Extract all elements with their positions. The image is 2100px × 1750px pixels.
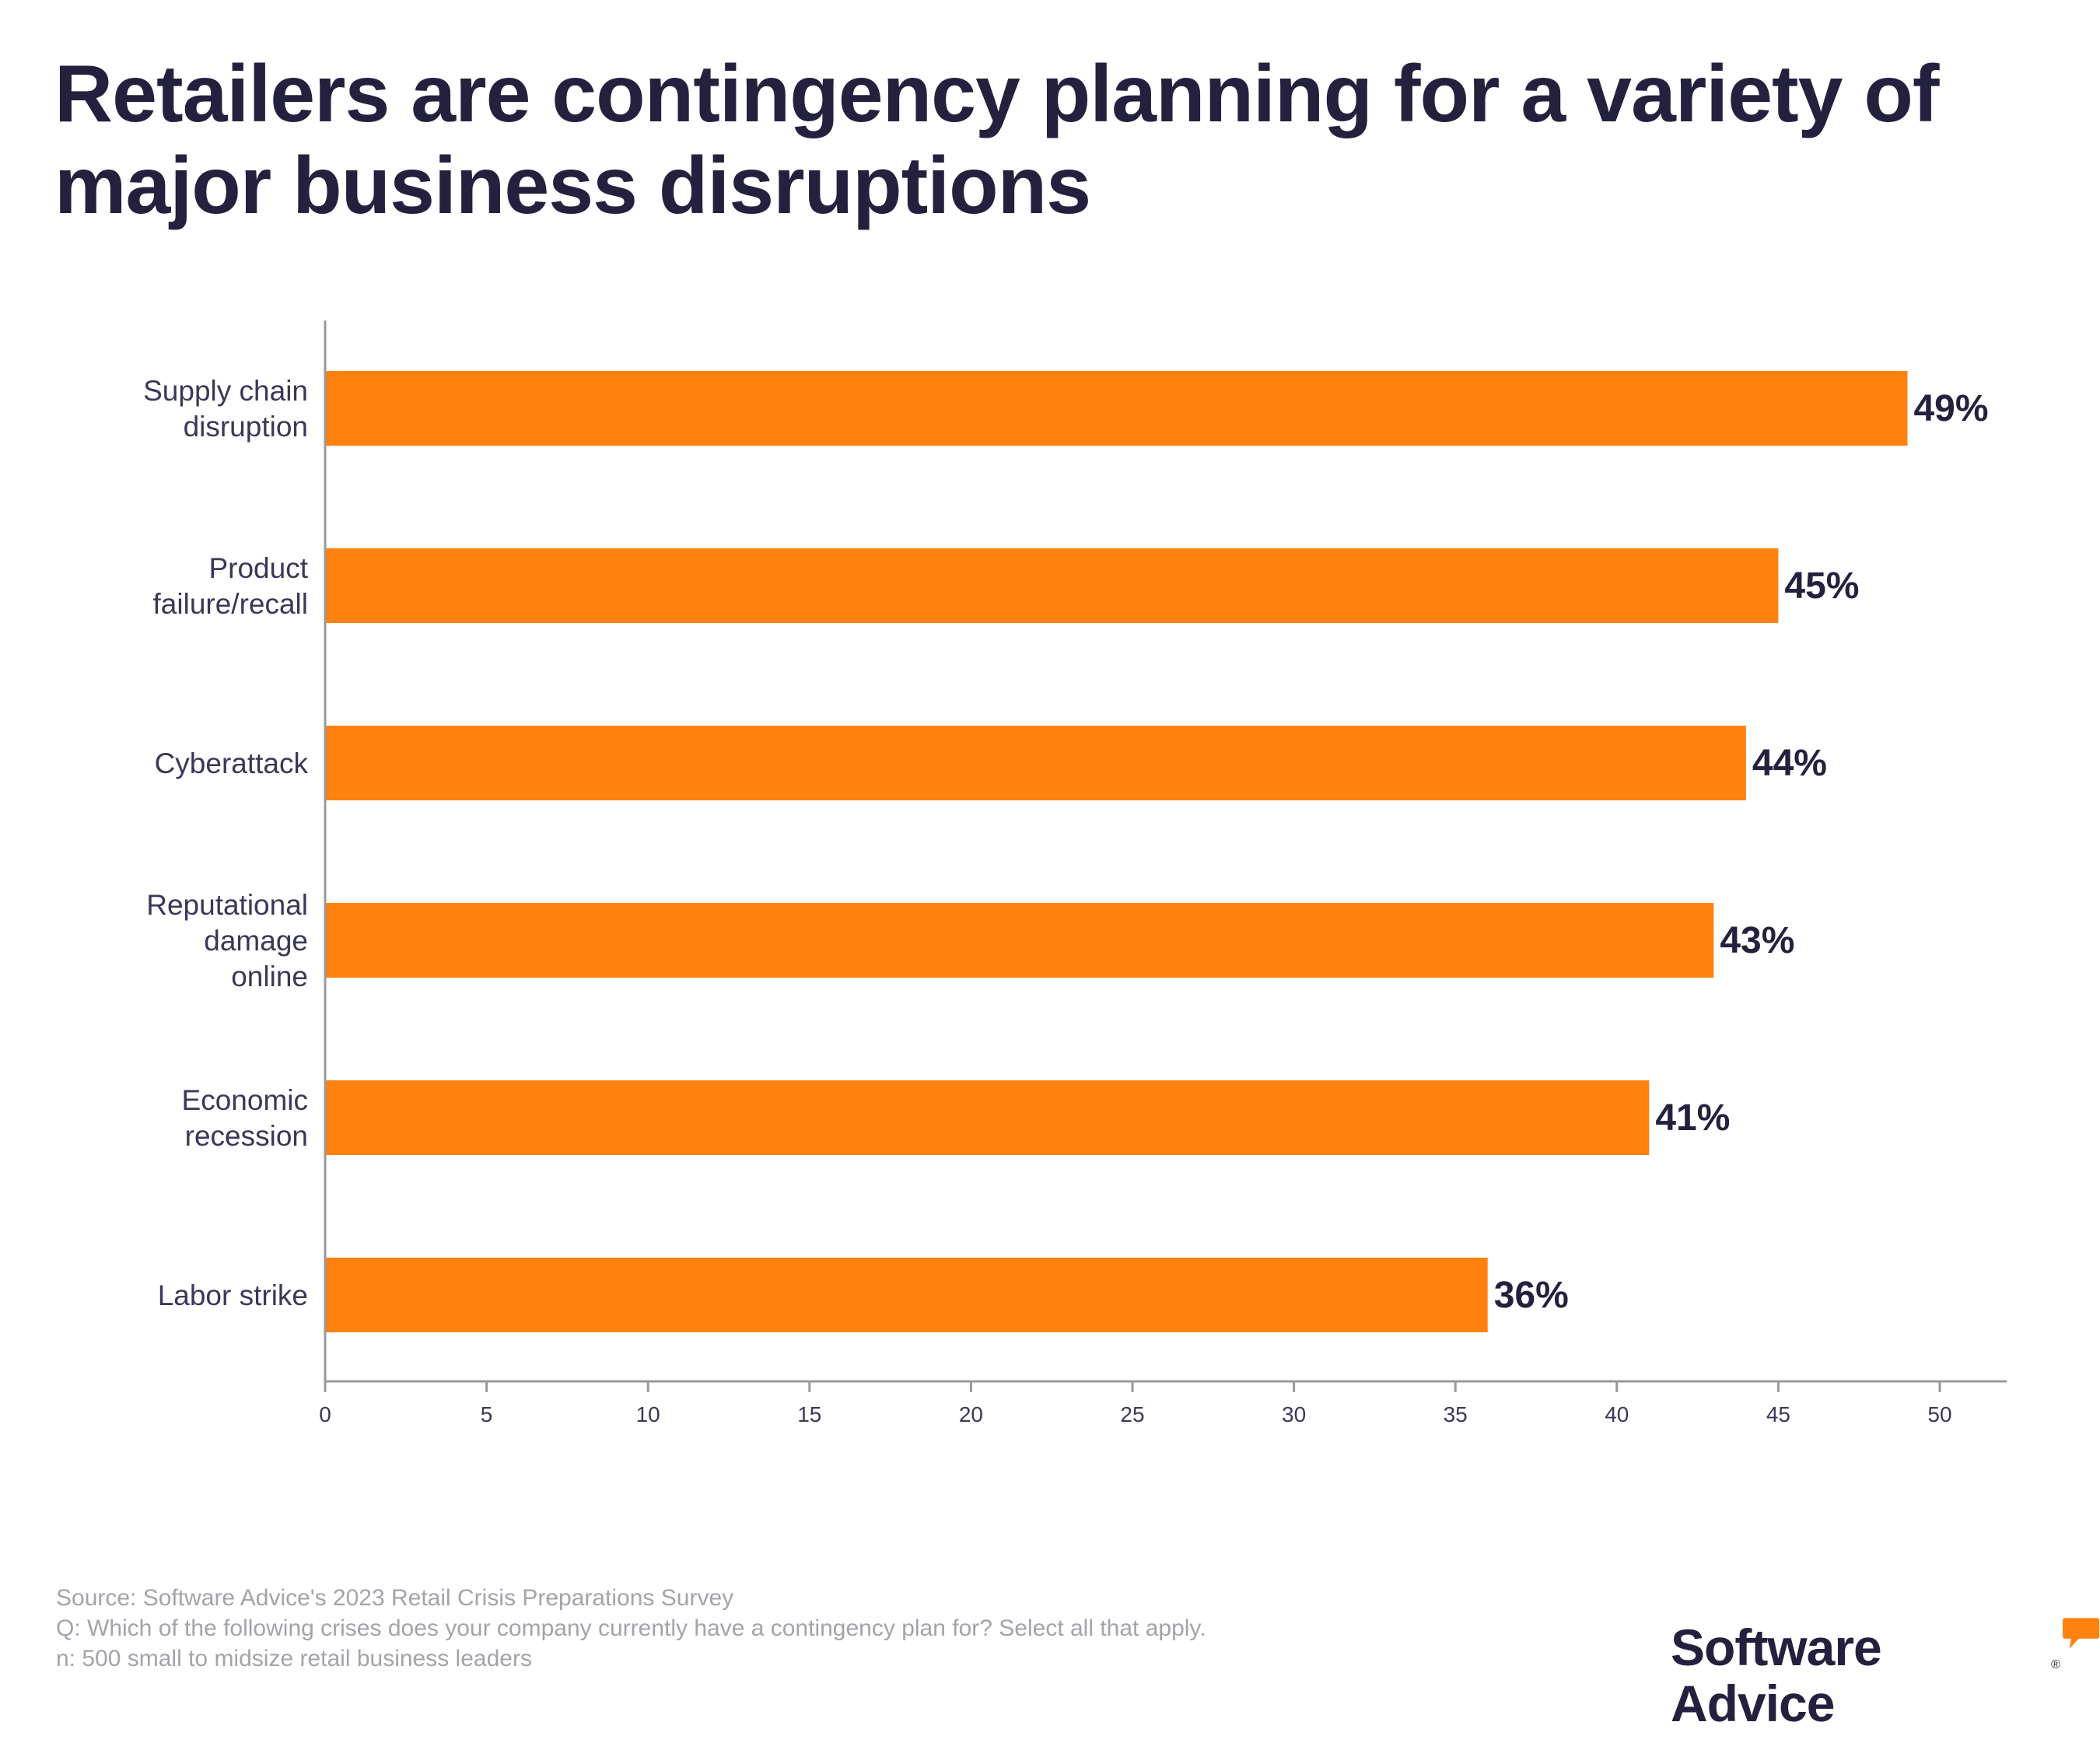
value-label: 36% <box>1494 1275 1569 1316</box>
x-tick-label: 35 <box>1444 1402 1468 1426</box>
x-tick-label: 25 <box>1120 1402 1144 1426</box>
value-label: 49% <box>1913 388 1988 429</box>
brand-name: Software Advice <box>1671 1619 1882 1732</box>
category-label: Supply chain <box>143 375 308 407</box>
category-label: recession <box>185 1120 308 1152</box>
x-tick-label: 40 <box>1605 1402 1629 1426</box>
category-label: Reputational <box>146 889 308 921</box>
axes: 0 5 10 15 20 25 30 35 40 45 50 <box>319 320 2007 1426</box>
brand-logo: Software Advice ® <box>1671 1618 2100 1732</box>
x-tick-label: 0 <box>319 1402 331 1426</box>
bar <box>325 371 1908 446</box>
x-tick-label: 45 <box>1766 1402 1790 1426</box>
value-label: 41% <box>1655 1097 1730 1139</box>
x-tick-label: 50 <box>1927 1402 1951 1426</box>
x-tick-label: 10 <box>636 1402 660 1426</box>
x-tick-label: 15 <box>797 1402 821 1426</box>
value-labels: 49% 45% 44% 43% 41% 36% <box>1494 388 1989 1316</box>
registered-mark: ® <box>2051 1658 2060 1671</box>
sample-note: n: 500 small to midsize retail business … <box>56 1646 532 1671</box>
bar <box>325 1258 1488 1332</box>
category-label: Product <box>208 552 308 584</box>
source-note: Source: Software Advice's 2023 Retail Cr… <box>56 1585 734 1611</box>
category-label: online <box>231 961 308 992</box>
category-label: Economic <box>182 1084 308 1116</box>
category-label: Labor strike <box>158 1279 308 1311</box>
category-label: damage <box>204 925 308 957</box>
value-label: 45% <box>1784 565 1859 607</box>
x-tick-label: 20 <box>959 1402 983 1426</box>
bar <box>325 1080 1650 1155</box>
category-labels: Supply chain disruption Product failure/rec… <box>143 375 309 1311</box>
chart-title: Retailers are contingency planning for a… <box>54 49 1940 231</box>
value-label: 44% <box>1752 743 1827 784</box>
bar <box>325 548 1779 623</box>
category-label: Cyberattack <box>155 747 309 779</box>
bars <box>325 371 1908 1332</box>
category-label: disruption <box>184 411 308 443</box>
bar <box>325 726 1746 800</box>
x-tick-label: 5 <box>481 1402 493 1426</box>
bar <box>325 903 1714 978</box>
x-tick-label: 30 <box>1282 1402 1306 1426</box>
question-note: Q: Which of the following crises does yo… <box>56 1615 1206 1641</box>
speech-bubble-icon <box>2062 1618 2100 1649</box>
value-label: 43% <box>1720 920 1794 961</box>
footnote: Source: Software Advice's 2023 Retail Cr… <box>56 1583 1206 1674</box>
category-label: failure/recall <box>153 588 308 620</box>
